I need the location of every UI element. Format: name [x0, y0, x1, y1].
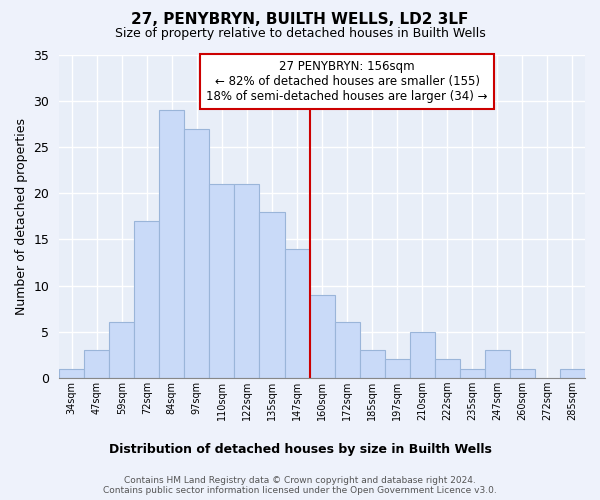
Bar	[510, 368, 535, 378]
Bar	[335, 322, 359, 378]
Text: Size of property relative to detached houses in Builth Wells: Size of property relative to detached ho…	[115, 28, 485, 40]
Bar	[59, 368, 84, 378]
Bar	[184, 129, 209, 378]
Bar	[385, 360, 410, 378]
Text: 27 PENYBRYN: 156sqm
← 82% of detached houses are smaller (155)
18% of semi-detac: 27 PENYBRYN: 156sqm ← 82% of detached ho…	[206, 60, 488, 102]
Bar	[460, 368, 485, 378]
Bar	[560, 368, 585, 378]
Bar	[160, 110, 184, 378]
Text: Contains public sector information licensed under the Open Government Licence v3: Contains public sector information licen…	[103, 486, 497, 495]
Bar	[235, 184, 259, 378]
Bar	[359, 350, 385, 378]
Bar	[109, 322, 134, 378]
Text: 27, PENYBRYN, BUILTH WELLS, LD2 3LF: 27, PENYBRYN, BUILTH WELLS, LD2 3LF	[131, 12, 469, 28]
Bar	[435, 360, 460, 378]
Bar	[134, 221, 160, 378]
Bar	[284, 248, 310, 378]
Bar	[84, 350, 109, 378]
Bar	[310, 294, 335, 378]
Text: Distribution of detached houses by size in Builth Wells: Distribution of detached houses by size …	[109, 442, 491, 456]
Bar	[485, 350, 510, 378]
Bar	[209, 184, 235, 378]
Text: Contains HM Land Registry data © Crown copyright and database right 2024.: Contains HM Land Registry data © Crown c…	[124, 476, 476, 485]
Bar	[410, 332, 435, 378]
Bar	[259, 212, 284, 378]
Y-axis label: Number of detached properties: Number of detached properties	[15, 118, 28, 315]
